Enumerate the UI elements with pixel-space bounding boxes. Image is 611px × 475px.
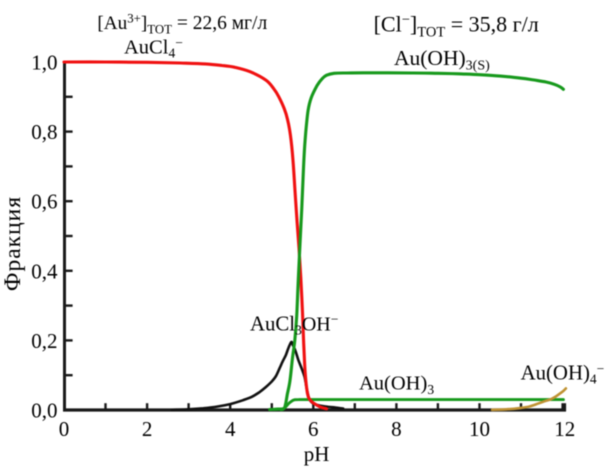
svg-text:[Cl−]ТОТ = 35,8 г/л: [Cl−]ТОТ = 35,8 г/л <box>374 12 539 41</box>
svg-text:0,4: 0,4 <box>31 259 58 283</box>
svg-text:12: 12 <box>554 417 575 441</box>
svg-text:Au(OH)3: Au(OH)3 <box>359 373 434 398</box>
svg-text:0,2: 0,2 <box>31 329 57 353</box>
svg-text:pH: pH <box>304 442 330 466</box>
svg-text:Фракция: Фракция <box>0 196 26 291</box>
svg-text:8: 8 <box>391 417 402 441</box>
svg-text:0: 0 <box>59 417 70 441</box>
svg-text:0,6: 0,6 <box>31 190 57 214</box>
svg-text:6: 6 <box>308 417 319 441</box>
svg-text:0,8: 0,8 <box>31 120 57 144</box>
svg-text:1,0: 1,0 <box>31 51 57 75</box>
svg-text:0,0: 0,0 <box>31 399 57 423</box>
svg-text:10: 10 <box>469 417 490 441</box>
svg-text:AuCl3OH−: AuCl3OH− <box>250 312 338 338</box>
svg-text:4: 4 <box>225 417 236 441</box>
svg-text:2: 2 <box>142 417 153 441</box>
svg-text:[Au3+]ТОТ = 22,6 мг/л: [Au3+]ТОТ = 22,6 мг/л <box>97 12 267 37</box>
